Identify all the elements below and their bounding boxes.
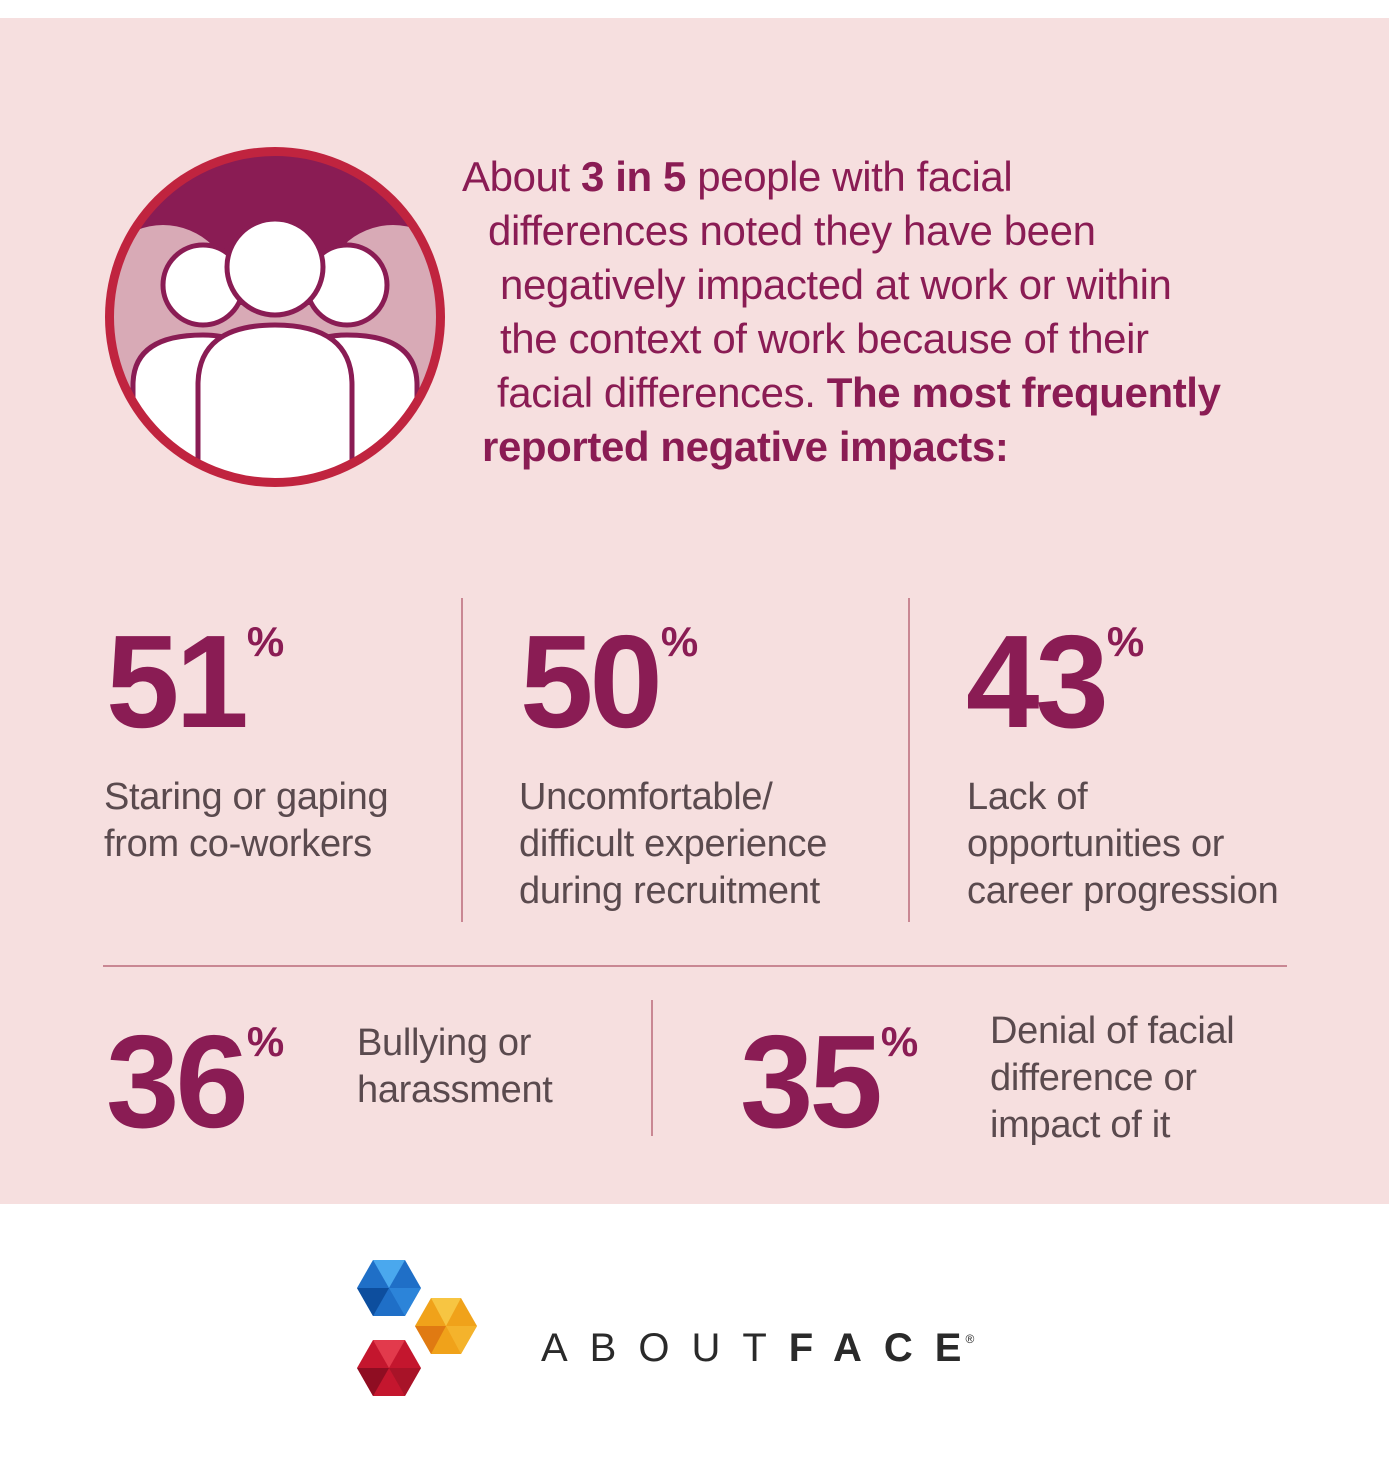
intro-line: About 3 in 5 people with facial	[462, 150, 1342, 204]
intro-line: reported negative impacts:	[482, 420, 1342, 474]
stat-label-line: difference or	[990, 1057, 1197, 1099]
stat-number: 51	[106, 608, 249, 755]
stat-label-recruitment: Uncomfortable/ difficult experience duri…	[519, 774, 827, 915]
stat-unit: %	[880, 1018, 919, 1065]
intro-text: facial differences.	[497, 369, 827, 416]
intro-highlight: reported negative impacts:	[482, 423, 1009, 470]
registered-mark: ®	[965, 1332, 975, 1346]
stat-label-line: Bullying or	[357, 1022, 532, 1064]
stat-label-staring: Staring or gaping from co-workers	[104, 774, 389, 868]
stat-unit: %	[660, 618, 699, 665]
divider	[651, 1000, 653, 1136]
brand-wordmark: ABOUTFACE®	[541, 1326, 992, 1371]
people-group-icon	[103, 145, 448, 490]
intro-highlight: The most frequently	[826, 369, 1221, 416]
stat-label-line: Denial of facial	[990, 1010, 1235, 1052]
stat-label-line: from co-workers	[104, 823, 372, 865]
stat-label-line: during recruitment	[519, 870, 820, 912]
aboutface-logo-icon	[335, 1258, 490, 1413]
stat-number: 43	[966, 608, 1109, 755]
intro-highlight: 3 in 5	[581, 153, 687, 200]
stat-label-line: opportunities or	[967, 823, 1225, 865]
stat-number: 50	[520, 608, 663, 755]
intro-line: the context of work because of their	[500, 315, 1149, 362]
brand-part: FACE	[788, 1326, 984, 1370]
stat-value-recruitment: 50%	[520, 616, 698, 748]
stat-unit: %	[246, 1018, 285, 1065]
content-panel: About 3 in 5 people with facial differen…	[0, 18, 1389, 1204]
divider	[103, 965, 1287, 967]
stat-label-line: career progression	[967, 870, 1279, 912]
divider	[461, 598, 463, 922]
stat-label-denial: Denial of facial difference or impact of…	[990, 1008, 1235, 1149]
stat-value-denial: 35%	[740, 1016, 918, 1148]
stat-unit: %	[246, 618, 285, 665]
stat-label-line: impact of it	[990, 1104, 1171, 1146]
intro-line: differences noted they have been	[488, 207, 1096, 254]
stat-label-bullying: Bullying or harassment	[357, 1020, 553, 1114]
stat-label-line: difficult experience	[519, 823, 828, 865]
stat-label-opportunities: Lack of opportunities or career progress…	[967, 774, 1279, 915]
stat-label-line: Staring or gaping	[104, 776, 389, 818]
intro-line: facial differences. The most frequently	[497, 366, 1342, 420]
stat-number: 35	[740, 1008, 883, 1155]
divider	[908, 598, 910, 922]
stat-value-staring: 51%	[106, 616, 284, 748]
intro-paragraph: About 3 in 5 people with facial differen…	[462, 150, 1342, 474]
stat-value-bullying: 36%	[106, 1016, 284, 1148]
intro-line: negatively impacted at work or within	[500, 261, 1172, 308]
brand-part: ABOUT	[541, 1326, 789, 1370]
stat-value-opportunities: 43%	[966, 616, 1144, 748]
stat-label-line: Lack of	[967, 776, 1088, 818]
intro-text: About	[462, 153, 582, 200]
stat-unit: %	[1106, 618, 1145, 665]
stat-label-line: Uncomfortable/	[519, 776, 773, 818]
stat-label-line: harassment	[357, 1069, 553, 1111]
stat-number: 36	[106, 1008, 249, 1155]
intro-text: people with facial	[686, 153, 1013, 200]
